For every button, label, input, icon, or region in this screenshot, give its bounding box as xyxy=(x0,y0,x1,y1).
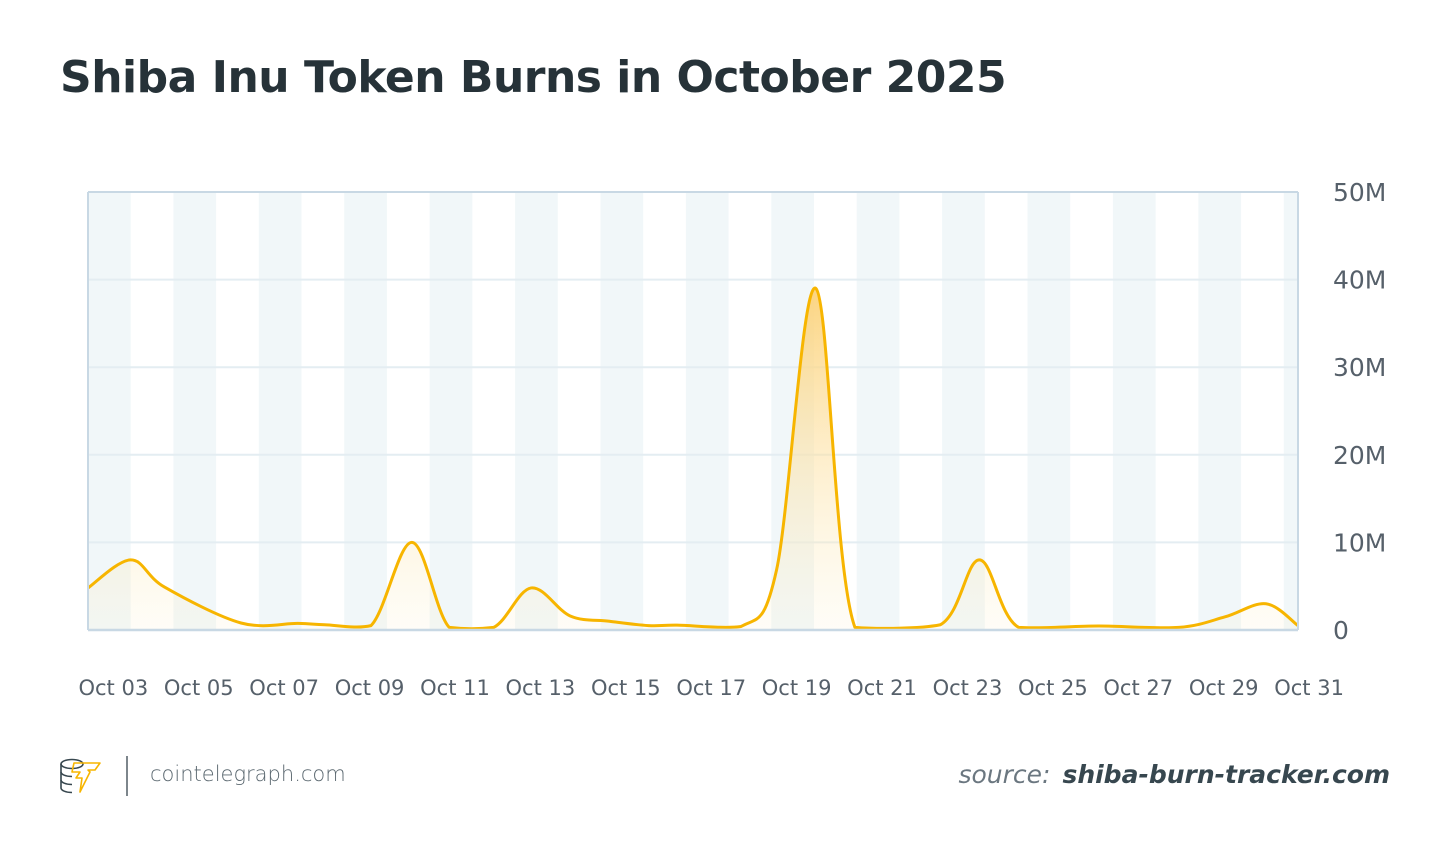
y-tick-label: 0 xyxy=(1333,616,1349,645)
day-band xyxy=(429,192,473,630)
day-band xyxy=(1027,192,1071,630)
day-band xyxy=(88,192,131,630)
day-band xyxy=(856,192,900,630)
y-tick-label: 50M xyxy=(1333,178,1386,207)
day-band xyxy=(515,192,558,630)
source-value: shiba-burn-tracker.com xyxy=(1062,760,1390,789)
source-attribution: source: shiba-burn-tracker.com xyxy=(958,760,1390,789)
x-tick-label: Oct 15 xyxy=(591,676,661,700)
x-tick-label: Oct 23 xyxy=(933,676,1003,700)
day-band xyxy=(344,192,387,630)
x-tick-label: Oct 05 xyxy=(164,676,234,700)
x-axis-labels: Oct 03 Oct 05 Oct 07 Oct 09 Oct 11 Oct 13 Oct … xyxy=(78,676,1343,700)
x-tick-label: Oct 07 xyxy=(249,676,319,700)
day-band xyxy=(1283,192,1298,630)
x-tick-label: Oct 03 xyxy=(78,676,148,700)
day-bands xyxy=(88,192,1298,630)
site-name: cointelegraph.com xyxy=(150,762,346,786)
day-band xyxy=(942,192,985,630)
x-tick-label: Oct 25 xyxy=(1018,676,1088,700)
day-band xyxy=(1198,192,1242,630)
day-band xyxy=(258,192,302,630)
x-tick-label: Oct 31 xyxy=(1274,676,1344,700)
x-tick-label: Oct 21 xyxy=(847,676,917,700)
chart-title: Shiba Inu Token Burns in October 2025 xyxy=(60,52,1007,103)
day-band xyxy=(1112,192,1156,630)
x-tick-label: Oct 09 xyxy=(335,676,405,700)
x-tick-label: Oct 19 xyxy=(762,676,832,700)
y-tick-label: 30M xyxy=(1333,353,1386,382)
day-band xyxy=(600,192,644,630)
gridlines xyxy=(88,278,1298,544)
y-tick-label: 10M xyxy=(1333,528,1386,557)
plot-frame xyxy=(87,191,1299,632)
cointelegraph-logo-icon xyxy=(60,758,101,794)
x-tick-label: Oct 29 xyxy=(1189,676,1259,700)
y-tick-label: 20M xyxy=(1333,441,1386,470)
source-label: source: xyxy=(958,760,1051,789)
x-tick-label: Oct 11 xyxy=(420,676,490,700)
x-tick-label: Oct 27 xyxy=(1103,676,1173,700)
footer-divider xyxy=(126,756,128,796)
y-axis-labels: 0 10M 20M 30M 40M 50M xyxy=(1333,178,1386,645)
day-band xyxy=(173,192,217,630)
day-band xyxy=(685,192,729,630)
x-tick-label: Oct 17 xyxy=(676,676,746,700)
burn-series-line xyxy=(88,286,1298,630)
y-tick-label: 40M xyxy=(1333,266,1386,295)
x-tick-label: Oct 13 xyxy=(506,676,576,700)
